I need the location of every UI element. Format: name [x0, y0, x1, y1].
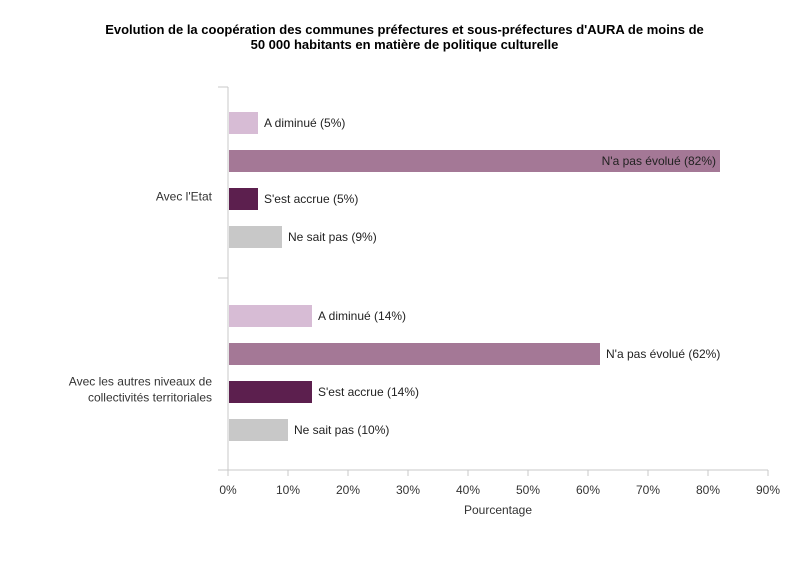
chart-title: Evolution de la coopération des communes… — [0, 22, 809, 52]
bar-label-1-1: N'a pas évolué (62%) — [606, 347, 720, 361]
x-tick-label-8: 80% — [696, 483, 720, 497]
bar-0-1 — [229, 150, 720, 172]
x-tick-label-2: 20% — [336, 483, 360, 497]
x-tick-label-4: 40% — [456, 483, 480, 497]
x-tick-label-9: 90% — [756, 483, 780, 497]
bar-label-0-2: S'est accrue (5%) — [264, 192, 358, 206]
bar-label-1-0: A diminué (14%) — [318, 309, 406, 323]
bar-label-0-3: Ne sait pas (9%) — [288, 230, 377, 244]
category-label-1-1: collectivités territoriales — [88, 391, 212, 405]
x-axis-title: Pourcentage — [464, 503, 532, 517]
bar-0-3 — [229, 226, 282, 248]
x-tick-label-1: 10% — [276, 483, 300, 497]
x-tick-label-7: 70% — [636, 483, 660, 497]
category-label-1-0: Avec les autres niveaux de — [69, 375, 213, 389]
bar-1-2 — [229, 381, 312, 403]
chart-title-line-1: Evolution de la coopération des communes… — [105, 22, 704, 37]
bar-1-3 — [229, 419, 288, 441]
bar-label-1-2: S'est accrue (14%) — [318, 385, 419, 399]
category-label-0-0: Avec l'Etat — [156, 190, 213, 204]
x-tick-label-3: 30% — [396, 483, 420, 497]
bar-label-0-0: A diminué (5%) — [264, 116, 345, 130]
bar-1-1 — [229, 343, 600, 365]
bar-0-2 — [229, 188, 258, 210]
bar-label-1-3: Ne sait pas (10%) — [294, 423, 389, 437]
x-tick-label-5: 50% — [516, 483, 540, 497]
bar-label-0-1: N'a pas évolué (82%) — [602, 154, 716, 168]
chart-title-line-2: 50 000 habitants en matière de politique… — [250, 37, 559, 52]
bar-1-0 — [229, 305, 312, 327]
x-tick-label-0: 0% — [219, 483, 237, 497]
bar-0-0 — [229, 112, 258, 134]
x-tick-label-6: 60% — [576, 483, 600, 497]
